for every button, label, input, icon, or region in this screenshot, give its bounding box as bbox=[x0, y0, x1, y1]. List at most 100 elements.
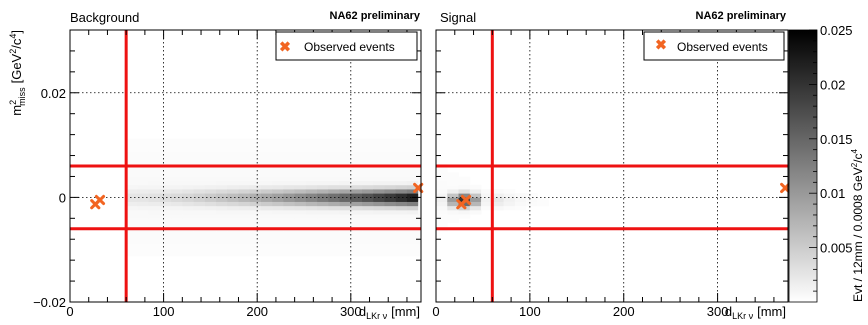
x-tick-label: 100 bbox=[153, 304, 175, 319]
y-tick-label: 0.02 bbox=[41, 86, 66, 101]
density-cell bbox=[272, 155, 284, 161]
density-cell bbox=[436, 218, 448, 223]
density-cell bbox=[328, 142, 340, 148]
density-cell bbox=[395, 151, 408, 156]
density-cell bbox=[193, 176, 206, 182]
density-cell bbox=[182, 218, 194, 223]
density-cell bbox=[227, 230, 239, 236]
density-cell bbox=[260, 142, 273, 148]
density-cell bbox=[126, 142, 138, 148]
density-cell bbox=[159, 222, 172, 228]
density-cell bbox=[384, 218, 397, 223]
density-cell bbox=[137, 155, 150, 161]
density-cell bbox=[182, 239, 194, 244]
density-cell bbox=[481, 205, 493, 211]
density-cell bbox=[339, 214, 352, 219]
density-cell bbox=[418, 176, 421, 182]
density-cell bbox=[294, 142, 307, 148]
density-cell bbox=[216, 155, 228, 161]
density-cell bbox=[171, 168, 183, 173]
density-cell bbox=[447, 193, 459, 198]
density-cell bbox=[126, 168, 138, 173]
density-cell bbox=[204, 159, 217, 165]
density-cell bbox=[436, 214, 448, 219]
density-cell bbox=[373, 142, 385, 148]
density-cell bbox=[305, 209, 318, 215]
density-cell bbox=[272, 142, 284, 148]
density-cell bbox=[159, 251, 172, 257]
density-cell bbox=[260, 214, 273, 219]
density-cell bbox=[492, 189, 504, 194]
density-cell bbox=[469, 197, 482, 202]
density-cell bbox=[260, 147, 273, 152]
density-cell bbox=[249, 197, 262, 202]
legend-box bbox=[275, 31, 418, 61]
density-cell bbox=[171, 184, 183, 190]
density-cell bbox=[418, 222, 421, 228]
density-cell bbox=[216, 197, 228, 202]
density-cell bbox=[492, 201, 504, 207]
density-cell bbox=[294, 251, 307, 257]
density-cell bbox=[373, 159, 385, 165]
density-cell bbox=[328, 197, 340, 202]
density-cell bbox=[373, 155, 385, 161]
density-cell bbox=[238, 235, 251, 240]
density-cell bbox=[305, 147, 318, 152]
density-cell bbox=[436, 184, 448, 190]
density-cell bbox=[418, 235, 421, 240]
density-cell bbox=[148, 247, 161, 253]
density-cell bbox=[362, 251, 374, 257]
density-cell bbox=[126, 247, 138, 253]
density-cell bbox=[469, 193, 482, 198]
density-cell bbox=[447, 205, 459, 211]
density-cell bbox=[260, 151, 273, 156]
density-cell bbox=[406, 176, 419, 182]
density-cell bbox=[384, 247, 397, 253]
density-cell bbox=[137, 235, 150, 240]
density-cell bbox=[305, 235, 318, 240]
density-cell bbox=[260, 155, 273, 161]
density-cell bbox=[182, 155, 194, 161]
density-cell bbox=[384, 243, 397, 248]
density-cell bbox=[447, 189, 459, 194]
density-cell bbox=[362, 230, 374, 236]
density-cell bbox=[305, 159, 318, 165]
density-cell bbox=[362, 168, 374, 173]
density-cell bbox=[272, 180, 284, 186]
density-cell bbox=[238, 243, 251, 248]
density-cell bbox=[384, 201, 397, 207]
density-cell bbox=[395, 197, 408, 202]
density-cell bbox=[182, 214, 194, 219]
density-cell bbox=[373, 151, 385, 156]
density-cell bbox=[305, 205, 318, 211]
density-cell bbox=[305, 230, 318, 236]
density-cell bbox=[238, 197, 251, 202]
density-cell bbox=[159, 159, 172, 165]
density-cell bbox=[238, 214, 251, 219]
density-cell bbox=[216, 189, 228, 194]
density-cell bbox=[350, 251, 363, 257]
plot-frame bbox=[435, 29, 789, 303]
density-cell bbox=[447, 197, 459, 202]
density-cell bbox=[395, 180, 408, 186]
density-cell bbox=[418, 247, 421, 253]
density-cell bbox=[418, 214, 421, 219]
density-cell bbox=[272, 159, 284, 165]
density-cell bbox=[148, 172, 161, 177]
density-cell bbox=[305, 197, 318, 202]
density-cell bbox=[126, 189, 138, 194]
density-cell bbox=[182, 247, 194, 253]
density-cell bbox=[418, 155, 421, 161]
density-cell bbox=[526, 197, 538, 202]
density-cell bbox=[395, 168, 408, 173]
density-cell bbox=[137, 172, 150, 177]
density-cell bbox=[227, 209, 239, 215]
density-cell bbox=[171, 180, 183, 186]
density-cell bbox=[317, 214, 329, 219]
density-cell bbox=[373, 251, 385, 257]
density-cell bbox=[395, 251, 408, 257]
density-cell bbox=[447, 184, 459, 190]
density-cell bbox=[283, 172, 296, 177]
density-cell bbox=[418, 201, 421, 207]
density-cell bbox=[373, 193, 385, 198]
